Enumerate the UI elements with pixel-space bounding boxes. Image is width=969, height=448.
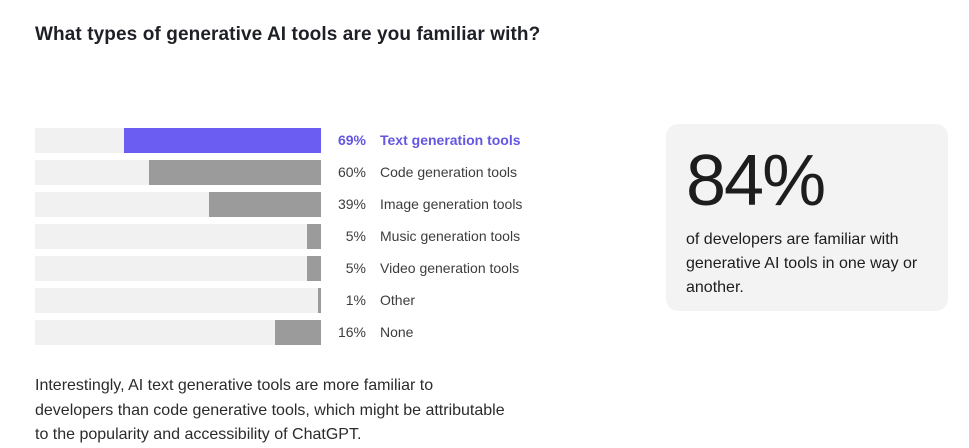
bar-track — [35, 192, 321, 217]
bar-track — [35, 160, 321, 185]
chart-row: 5% Music generation tools — [35, 224, 595, 249]
chart-row: 39% Image generation tools — [35, 192, 595, 217]
bar-fill — [149, 160, 321, 185]
stat-description: of developers are familiar with generati… — [686, 230, 918, 296]
bar-track — [35, 288, 321, 313]
bar-label: Video generation tools — [380, 260, 520, 276]
bar-value: 5% — [345, 260, 366, 276]
bar-label: Other — [380, 292, 416, 308]
bar-label: Code generation tools — [380, 164, 517, 180]
bar-fill — [306, 256, 321, 281]
bar-track — [35, 256, 321, 281]
page-title: What types of generative AI tools are yo… — [35, 24, 541, 45]
bar-fill — [209, 192, 321, 217]
bar-value: 39% — [337, 196, 366, 212]
stat-card: 84% of developers are familiar with gene… — [666, 124, 948, 311]
bar-label: Text generation tools — [380, 132, 521, 148]
bar-track — [35, 224, 321, 249]
bar-value: 16% — [337, 324, 366, 340]
bar-fill — [123, 128, 321, 153]
chart-row: 5% Video generation tools — [35, 256, 595, 281]
bar-value: 1% — [345, 292, 366, 308]
bar-chart: 69% Text generation tools 60% Code gener… — [35, 128, 595, 352]
bar-value: 5% — [345, 228, 366, 244]
insight-note: Interestingly, AI text generative tools … — [35, 377, 505, 443]
bar-value: 60% — [337, 164, 366, 180]
bar-fill — [318, 288, 321, 313]
bar-label: Image generation tools — [380, 196, 523, 212]
bar-label: Music generation tools — [380, 228, 521, 244]
bar-fill — [275, 320, 321, 345]
bar-track — [35, 320, 321, 345]
chart-row: 16% None — [35, 320, 595, 345]
bar-value: 69% — [337, 132, 366, 148]
chart-row: 60% Code generation tools — [35, 160, 595, 185]
chart-row: 1% Other — [35, 288, 595, 313]
bar-track — [35, 128, 321, 153]
bar-label: None — [380, 324, 414, 340]
chart-row: 69% Text generation tools — [35, 128, 595, 153]
bar-fill — [306, 224, 321, 249]
stat-value: 84% — [686, 141, 826, 221]
